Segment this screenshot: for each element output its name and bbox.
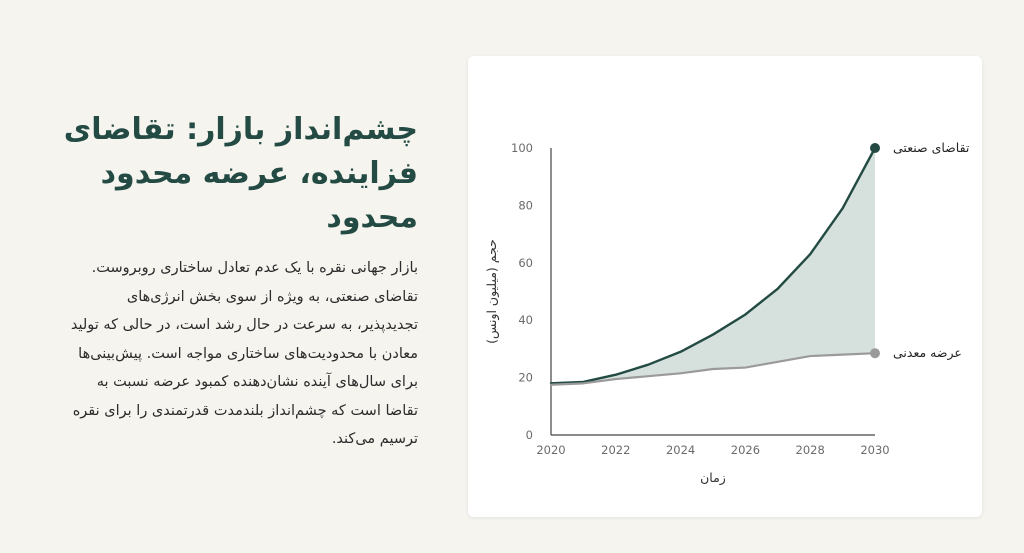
description-paragraph: بازار جهانی نقره با یک عدم تعادل ساختاری… [70, 260, 418, 447]
x-tick-label: 2028 [796, 443, 825, 457]
tick-layer: 0 20 40 60 80 100 2020 2022 2024 2026 2028 2030 [511, 141, 890, 457]
series-layer: تقاضای صنعتی عرضه معدنی [549, 140, 970, 386]
y-tick-label: 40 [518, 313, 533, 327]
y-tick-label: 60 [518, 256, 533, 270]
y-axis-title: حجم (میلیون اونس) [484, 239, 500, 344]
y-tick-label: 80 [518, 198, 533, 212]
x-tick-label: 2030 [860, 443, 889, 457]
mine-supply-line [549, 352, 877, 386]
supply-demand-chart: 0 20 40 60 80 100 2020 2022 2024 2026 2028 2030 تقا… [484, 140, 970, 486]
y-tick-label: 100 [511, 141, 533, 155]
mine-supply-label: عرضه معدنی [893, 345, 962, 361]
page-title: چشم‌انداز بازار: تقاضای فزاینده، عرضه مح… [63, 112, 418, 235]
industrial-demand-end-point [870, 143, 880, 153]
x-tick-label: 2022 [601, 443, 630, 457]
y-tick-label: 0 [526, 428, 533, 442]
text-panel: چشم‌انداز بازار: تقاضای فزاینده، عرضه مح… [62, 108, 418, 454]
y-tick-label: 20 [518, 371, 533, 385]
chart-card: 0 20 40 60 80 100 2020 2022 2024 2026 2028 2030 تقا… [468, 56, 982, 517]
x-tick-label: 2020 [536, 443, 565, 457]
mine-supply-end-point [870, 348, 880, 359]
x-axis-title: زمان [700, 470, 726, 486]
supply-gap-area [551, 148, 875, 385]
x-tick-label: 2026 [731, 443, 760, 457]
axis-layer [550, 148, 875, 436]
industrial-demand-line [549, 146, 877, 385]
x-tick-label: 2024 [666, 443, 695, 457]
industrial-demand-label: تقاضای صنعتی [893, 140, 970, 155]
